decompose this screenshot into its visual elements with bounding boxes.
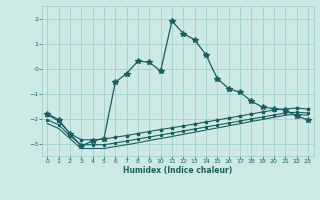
X-axis label: Humidex (Indice chaleur): Humidex (Indice chaleur) — [123, 166, 232, 175]
